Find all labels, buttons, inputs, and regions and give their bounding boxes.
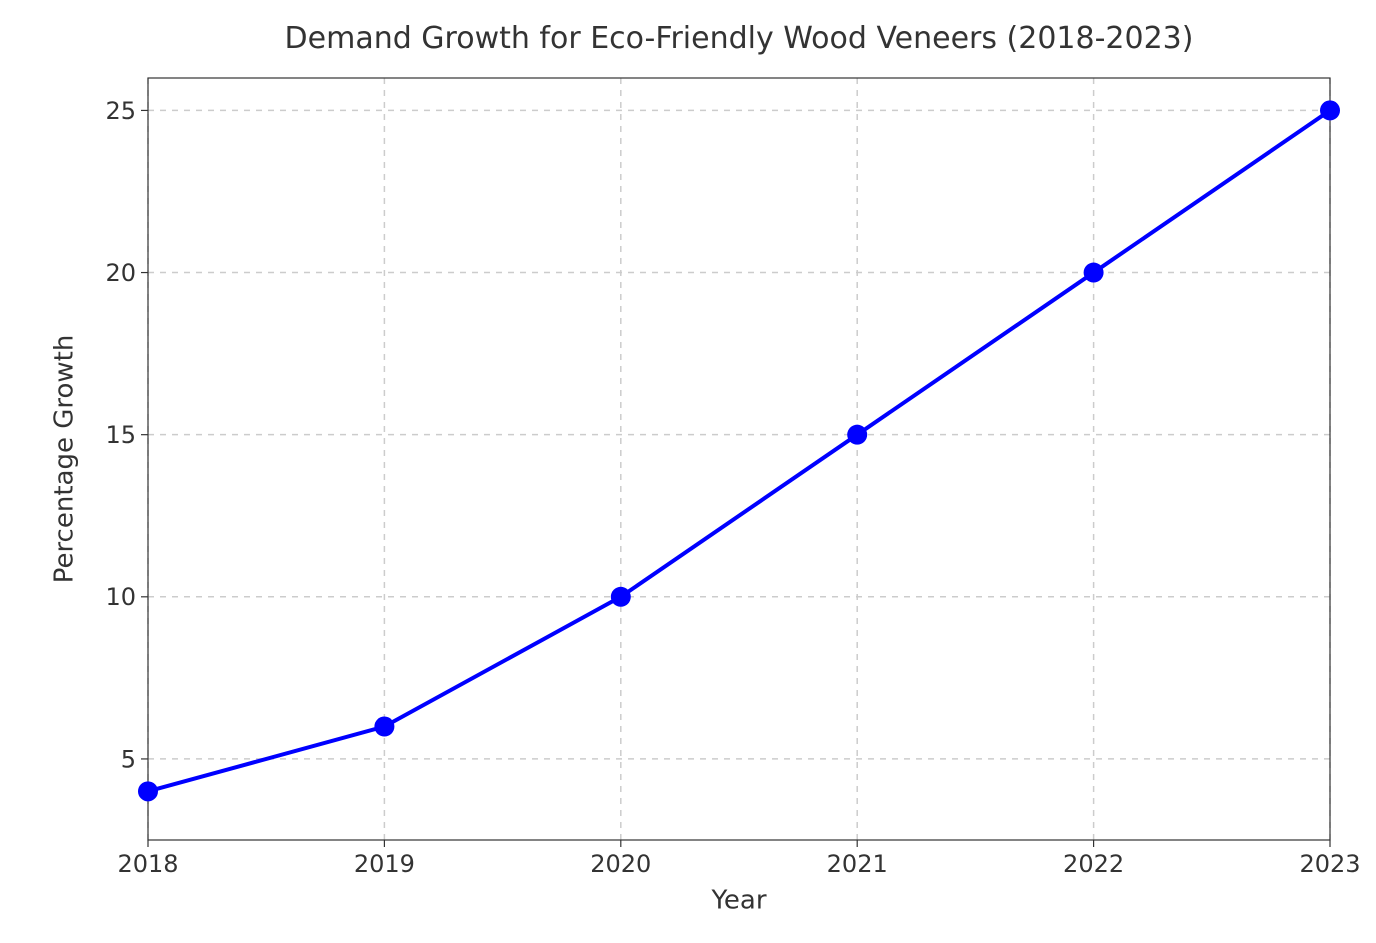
chart-container: 2018 2019 2020 2021 2022 2023 5 10 15 20 25 Deman… bbox=[0, 0, 1376, 943]
x-tick-label: 2022 bbox=[1063, 850, 1124, 878]
data-point-marker bbox=[611, 587, 631, 607]
data-point-marker bbox=[1084, 263, 1104, 283]
chart-svg: 2018 2019 2020 2021 2022 2023 5 10 15 20 25 Deman… bbox=[0, 0, 1376, 943]
chart-title: Demand Growth for Eco-Friendly Wood Vene… bbox=[285, 21, 1194, 56]
x-tick-label: 2021 bbox=[827, 850, 888, 878]
x-ticks: 2018 2019 2020 2021 2022 2023 bbox=[117, 840, 1360, 878]
y-ticks: 5 10 15 20 25 bbox=[105, 97, 148, 774]
y-axis-label: Percentage Growth bbox=[49, 335, 79, 584]
data-point-marker bbox=[1320, 100, 1340, 120]
x-tick-label: 2018 bbox=[117, 850, 178, 878]
x-tick-label: 2023 bbox=[1299, 850, 1360, 878]
y-tick-label: 10 bbox=[105, 583, 136, 611]
x-axis-label: Year bbox=[710, 886, 766, 916]
data-point-marker bbox=[847, 425, 867, 445]
plot-area bbox=[148, 78, 1330, 840]
data-point-marker bbox=[374, 717, 394, 737]
x-tick-label: 2019 bbox=[354, 850, 415, 878]
y-tick-label: 15 bbox=[105, 421, 136, 449]
x-tick-label: 2020 bbox=[590, 850, 651, 878]
y-tick-label: 25 bbox=[105, 97, 136, 125]
y-tick-label: 5 bbox=[121, 745, 136, 773]
data-point-marker bbox=[138, 781, 158, 801]
y-tick-label: 20 bbox=[105, 259, 136, 287]
